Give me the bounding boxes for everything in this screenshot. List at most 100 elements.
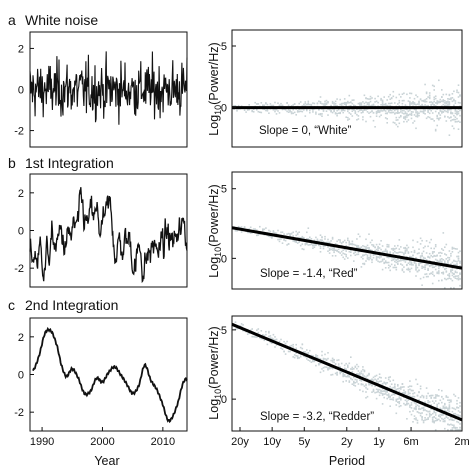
spectrum-point [434,258,437,261]
spectrum-point [431,264,434,266]
spectrum-point [306,242,308,244]
spectrum-point [380,256,382,258]
spectrum-point [353,368,355,370]
spectrum-point [374,101,376,103]
spectrum-point [438,79,440,82]
spectrum-point [407,246,410,249]
spectrum-point [415,103,417,106]
spectrum-point [425,117,428,120]
spectrum-point [431,394,434,397]
spectrum-point [459,415,461,417]
spectrum-point [272,338,275,340]
spectrum-point [384,383,387,385]
spectrum-point [299,355,302,358]
panel-c-slope-label: Slope = -3.2, “Redder” [260,411,374,423]
spectrum-point [368,382,370,385]
spectrum-point [375,259,378,261]
spectrum-point [304,115,307,117]
spectrum-point [336,98,338,100]
spectrum-point [256,234,258,237]
spectrum-point [448,108,451,111]
spectrum-point [384,377,387,379]
spectrum-point [354,366,357,368]
spectrum-point [444,277,446,280]
spectrum-point [342,372,344,375]
spectrum-point [356,238,358,240]
spectrum-point [431,103,434,105]
spectrum-point [357,383,360,385]
spectrum-point [428,410,431,413]
spectrum-point [269,341,272,344]
spectrum-point [400,405,402,407]
spectrum-point [415,417,417,419]
spectrum-point [436,271,438,274]
spectrum-point [413,114,416,116]
spectrum-point [453,419,455,422]
panel-c-fit-line [231,322,463,422]
spectrum-point [395,266,398,269]
spectrum-point [395,252,398,254]
spectrum-point [293,240,296,243]
panel-b-title: 1st Integration [25,155,114,171]
spectrum-point [457,101,460,104]
spectrum-point [450,255,452,257]
spectrum-point [447,256,449,259]
spectrum-point [243,109,246,111]
spectrum-point [453,99,455,102]
spectrum-point [431,271,434,273]
spectrum-point [400,251,402,253]
spectrum-point [378,394,381,397]
spectrum-point [409,385,411,387]
spectrum-point [375,397,378,400]
spectrum-point [442,259,445,261]
spectrum-point [334,363,337,366]
spectrum-point [368,372,370,375]
spectrum-point [453,393,455,396]
spectrum-point [313,246,316,248]
spectrum-point [384,102,387,105]
spectrum-point [424,99,426,101]
spectrum-point [381,268,384,271]
spectrum-point [394,260,396,263]
spectrum-point [240,226,243,228]
spectrum-point [392,397,395,399]
spectrum-point [377,388,379,391]
spectrum-point [434,414,437,416]
spectrum-point [433,266,435,268]
spectrum-point [331,100,334,103]
spectrum-point [381,101,384,103]
panel-b-slope-label: Slope = -1.4, “Red” [260,268,358,280]
spectrum-point [265,330,267,333]
spectrum-point [350,254,352,257]
y-tick-label: 5 [221,325,227,337]
spectrum-point [439,258,442,261]
spectrum-point [312,244,314,247]
spectrum-point [448,101,451,103]
spectrum-point [386,382,388,384]
spectrum-point [444,402,446,405]
spectrum-point [392,266,395,269]
spectrum-point [428,252,431,255]
spectrum-point [401,386,404,388]
y-tick-label: 2 [18,43,24,55]
spectrum-point [421,100,423,102]
spectrum-point [313,244,316,246]
spectrum-point [350,377,352,380]
spectrum-point [390,102,393,104]
spectrum-point [395,112,398,114]
y-tick-label: -2 [14,126,24,138]
spectrum-point [397,244,399,247]
spectrum-point [269,335,272,337]
spectrum-point [254,228,256,230]
spectrum-point [368,248,370,251]
spectrum-point [378,261,381,263]
panel-c-series-line [32,326,188,424]
spectrum-point [386,122,388,124]
spectrum-point [292,104,294,106]
spectrum-point [287,111,290,113]
spectrum-point [342,380,344,383]
spectrum-point [251,328,253,330]
spectrum-point [451,248,454,250]
spectrum-point [318,357,320,360]
spectrum-point [459,423,461,425]
